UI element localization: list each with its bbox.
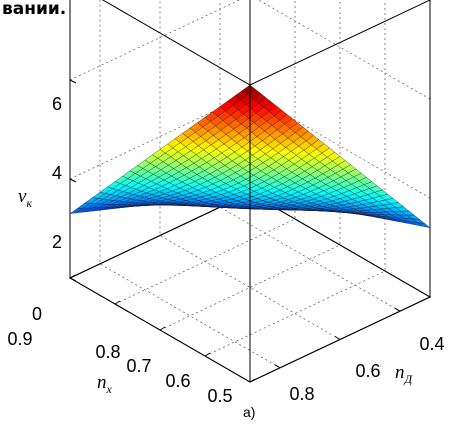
y-axis-label: nД — [395, 362, 414, 386]
z-tick-label: 4 — [52, 163, 62, 183]
plot-box-front — [69, 0, 432, 383]
grid-line — [99, 0, 281, 369]
x-axis-label-main: n — [97, 372, 107, 393]
grid-line — [69, 93, 431, 199]
y-axis-label-sub: Д — [404, 372, 414, 386]
y-tick-label: 0.4 — [419, 334, 444, 354]
x-tick-label: 0.9 — [7, 329, 32, 349]
z-axis-label-sub: к — [26, 196, 32, 210]
y-tick-label: 0.8 — [289, 384, 314, 404]
figure-caption: а) — [243, 404, 256, 420]
surface-mesh — [69, 84, 431, 228]
y-axis-label-main: n — [395, 362, 405, 383]
header-text: вании. — [2, 0, 67, 19]
x-tick-mark — [69, 274, 76, 279]
z-tick-label: 2 — [52, 232, 62, 252]
z-tick-mark — [69, 178, 77, 183]
plot-wall-back-right — [249, 0, 431, 298]
x-tick-label: 0.7 — [126, 356, 151, 376]
z-tick-label: 6 — [52, 94, 62, 114]
plot-box-top — [101, 0, 432, 86]
surface-facet — [242, 84, 256, 95]
y-tick-label: 0.6 — [355, 361, 380, 381]
x-axis-label: nx — [97, 372, 113, 396]
z-axis-label-main: v — [18, 186, 27, 207]
z-tick-mark — [69, 79, 77, 84]
z-tick-label: 0 — [32, 304, 42, 324]
y-axis-ticks: 0.8 0.6 0.4 — [289, 334, 444, 404]
grid-line — [219, 0, 401, 312]
grid-line — [114, 0, 296, 305]
grid-line — [204, 0, 386, 357]
y-tick-mark — [274, 364, 281, 369]
y-tick-mark — [334, 336, 341, 340]
x-axis-ticks: 0.9 0.8 0.7 0.6 0.5 — [7, 329, 232, 406]
x-tick-mark — [114, 300, 121, 305]
z-axis-label: vк — [18, 186, 32, 210]
grid-line — [69, 0, 431, 100]
x-tick-mark — [204, 352, 211, 357]
x-tick-label: 0.8 — [95, 342, 120, 362]
y-tick-mark — [394, 307, 401, 312]
grid-line — [159, 0, 341, 340]
grid-line — [159, 0, 341, 331]
x-tick-label: 0.6 — [165, 371, 190, 391]
x-axis-label-sub: x — [106, 382, 113, 396]
x-tick-mark — [249, 378, 256, 383]
x-tick-mark — [159, 326, 166, 331]
z-tick-mark — [69, 277, 77, 282]
x-tick-label: 0.5 — [207, 386, 232, 406]
z-axis-ticks: 0 2 4 6 — [32, 94, 62, 324]
